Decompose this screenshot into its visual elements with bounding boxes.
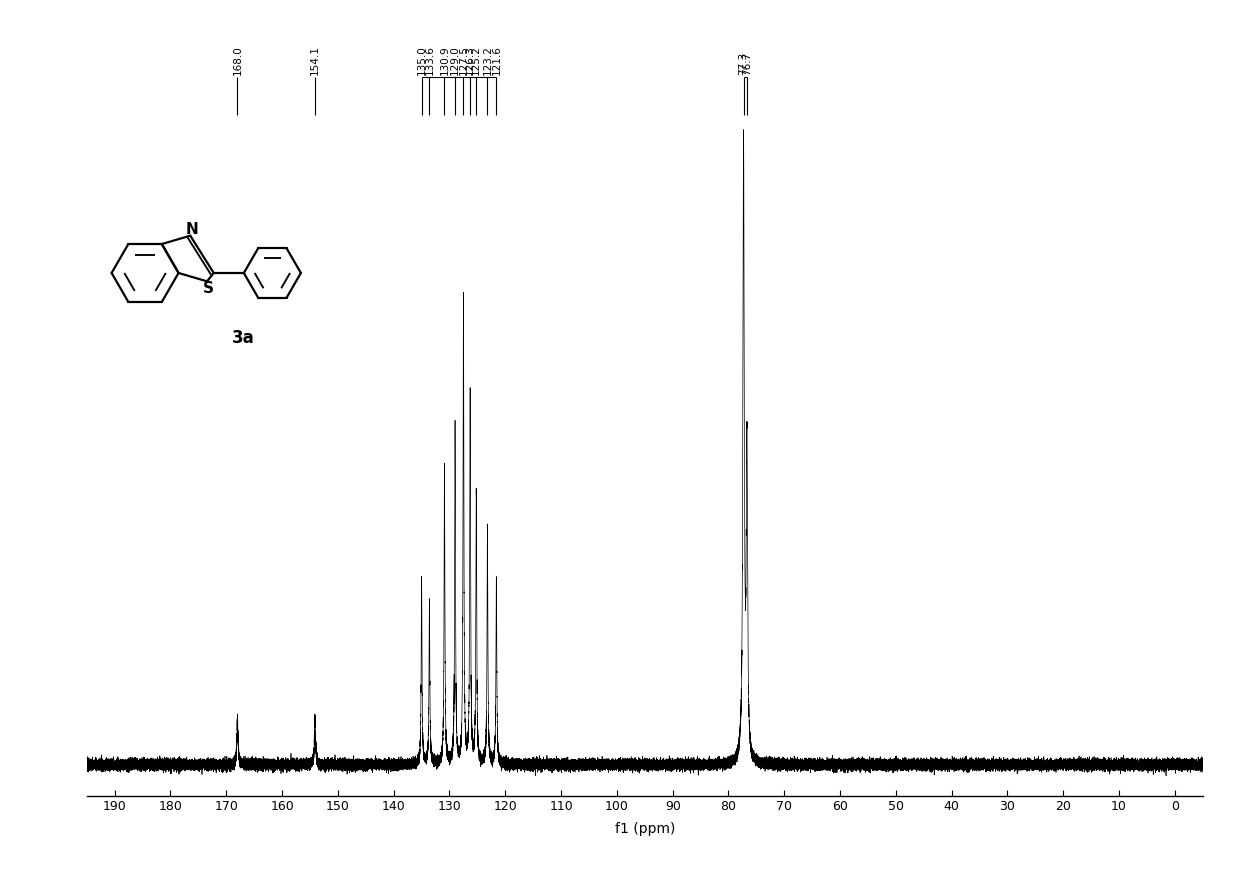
Text: 135.0: 135.0 — [417, 46, 427, 75]
Text: S: S — [203, 281, 213, 296]
Text: 121.6: 121.6 — [491, 46, 501, 75]
Text: 125.2: 125.2 — [471, 46, 481, 75]
Text: 127.5: 127.5 — [459, 46, 469, 75]
Text: 123.2: 123.2 — [482, 46, 492, 75]
Text: 154.1: 154.1 — [310, 46, 320, 75]
X-axis label: f1 (ppm): f1 (ppm) — [615, 822, 675, 835]
Text: 168.0: 168.0 — [232, 46, 243, 75]
Text: 3a: 3a — [232, 329, 254, 347]
Text: 133.6: 133.6 — [424, 46, 434, 75]
Text: 130.9: 130.9 — [439, 46, 449, 75]
Text: 76.7: 76.7 — [742, 52, 751, 75]
Text: N: N — [185, 222, 198, 237]
Text: 129.0: 129.0 — [450, 46, 460, 75]
Text: 77.3: 77.3 — [739, 52, 749, 75]
Text: 126.3: 126.3 — [465, 46, 475, 75]
